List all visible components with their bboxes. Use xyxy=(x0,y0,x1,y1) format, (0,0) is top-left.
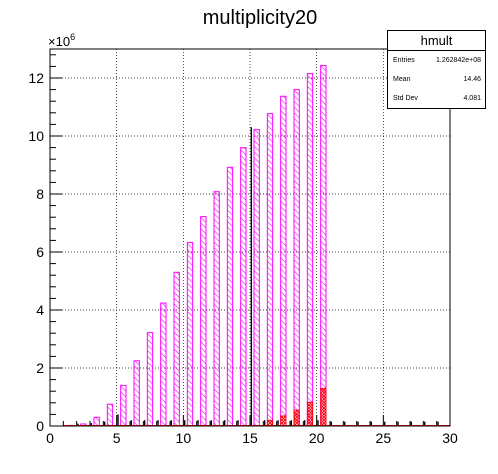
bar-magenta xyxy=(307,74,312,426)
bar-magenta xyxy=(201,217,206,426)
y-tick-label: 2 xyxy=(36,360,44,376)
bar-magenta xyxy=(174,272,179,426)
y-tick-label: 8 xyxy=(36,186,44,202)
chart-title: multiplicity20 xyxy=(203,7,317,29)
y-tick-label: 12 xyxy=(28,70,44,86)
y-tick-label: 6 xyxy=(36,244,44,260)
bar-magenta xyxy=(94,417,99,426)
y-tick-label: 10 xyxy=(28,128,44,144)
stats-title: hmult xyxy=(388,31,485,51)
stats-box: hmult Entries 1.262842e+08 Mean 14.46 Std De… xyxy=(387,30,486,109)
bar-magenta xyxy=(107,404,112,426)
bar-magenta xyxy=(241,148,246,426)
bar-red xyxy=(281,416,286,426)
stats-row: Entries 1.262842e+08 xyxy=(388,51,485,70)
stats-value: 14.46 xyxy=(463,70,481,89)
bar-magenta xyxy=(214,192,219,426)
bar-red xyxy=(294,410,299,426)
stats-row: Mean 14.46 xyxy=(388,70,485,89)
bar-magenta xyxy=(267,114,272,426)
bar-magenta xyxy=(147,333,152,426)
y-tick-label: 4 xyxy=(36,302,44,318)
bar-magenta xyxy=(294,90,299,426)
bar-magenta xyxy=(321,66,326,426)
stats-label: Std Dev xyxy=(393,89,418,108)
x-tick-label: 10 xyxy=(176,430,192,446)
bar-magenta xyxy=(254,130,259,426)
stats-row: Std Dev 4.081 xyxy=(388,89,485,108)
y-tick-label: 0 xyxy=(36,418,44,434)
bar-red xyxy=(307,402,312,426)
stats-value: 4.081 xyxy=(463,89,481,108)
bar-magenta xyxy=(281,96,286,426)
x-tick-label: 25 xyxy=(376,430,392,446)
bar-magenta xyxy=(134,361,139,426)
bar-magenta xyxy=(161,303,166,426)
x-tick-label: 0 xyxy=(46,430,54,446)
x-tick-label: 5 xyxy=(113,430,121,446)
bars-group xyxy=(63,66,450,426)
x-tick-label: 20 xyxy=(309,430,325,446)
stats-value: 1.262842e+08 xyxy=(436,51,481,70)
bar-red xyxy=(321,388,326,426)
stats-label: Mean xyxy=(393,70,411,89)
bar-magenta xyxy=(227,167,232,426)
x-tick-label: 15 xyxy=(242,430,258,446)
x-tick-label: 30 xyxy=(442,430,458,446)
bar-magenta xyxy=(121,385,126,426)
stats-label: Entries xyxy=(393,51,415,70)
bar-magenta xyxy=(187,242,192,426)
y-exponent-label: ×106 xyxy=(48,32,75,49)
